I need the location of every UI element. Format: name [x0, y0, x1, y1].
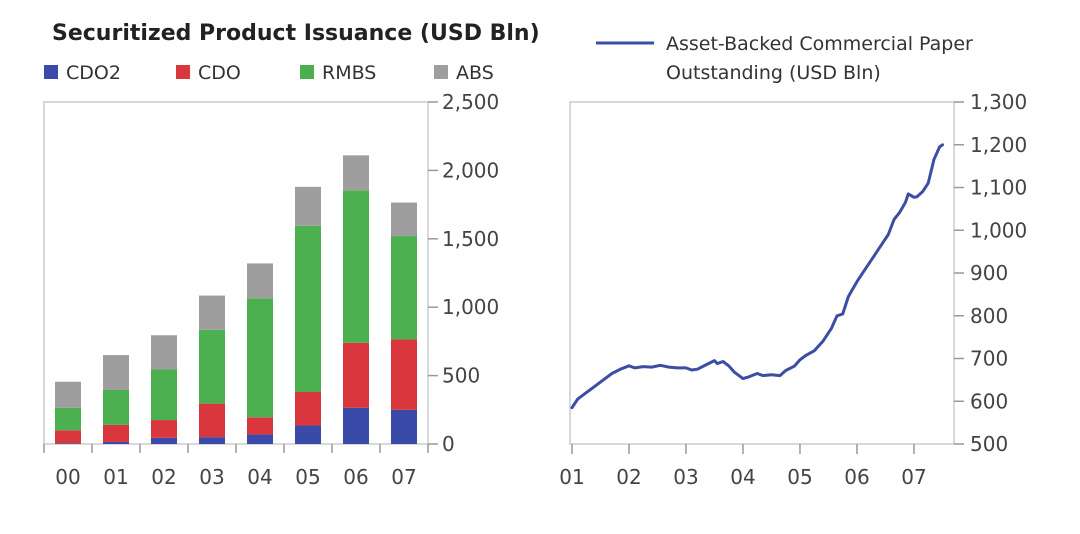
- right-y-tick-label: 1,000: [970, 218, 1027, 242]
- left-x-tick-label: 06: [343, 465, 368, 489]
- right-chart-legend: Asset-Backed Commercial Paper Outstanding…: [596, 33, 973, 84]
- legend-label-abs: ABS: [456, 62, 494, 84]
- bar-abs-05: [295, 186, 321, 226]
- bar-cdo-06: [343, 342, 369, 408]
- left-x-tick-label: 04: [247, 465, 272, 489]
- right-chart-line-area: [570, 143, 944, 410]
- bar-abs-01: [103, 355, 129, 390]
- bar-rmbs-04: [247, 298, 273, 418]
- right-y-tick-label: 1,200: [970, 133, 1027, 157]
- bar-abs-00: [55, 381, 81, 408]
- left-chart-title: Securitized Product Issuance (USD Bln): [52, 21, 540, 46]
- bar-cdo-04: [247, 417, 273, 435]
- left-y-tick-label: 1,500: [442, 227, 499, 251]
- left-x-tick-label: 02: [151, 465, 176, 489]
- bar-abs-07: [391, 202, 417, 237]
- legend-swatch-cdo2: [44, 65, 58, 79]
- line-series-abcp: [570, 143, 944, 410]
- right-x-tick-label: 01: [559, 465, 584, 489]
- left-x-tick-label: 03: [199, 465, 224, 489]
- right-x-tick-label: 07: [901, 465, 926, 489]
- bar-cdo2-04: [247, 434, 273, 444]
- bar-cdo2-06: [343, 407, 369, 444]
- bar-rmbs-01: [103, 389, 129, 425]
- left-chart-legend: CDO2 CDO RMBS ABS: [44, 62, 494, 84]
- left-x-tick-label: 05: [295, 465, 320, 489]
- legend-label-rmbs: RMBS: [322, 62, 376, 84]
- left-chart-plot-frame: [43, 101, 429, 445]
- bar-cdo2-03: [199, 437, 225, 444]
- right-chart-x-axis: 01 02 03 04 05 06 07: [559, 444, 927, 489]
- bar-rmbs-06: [343, 190, 369, 343]
- bar-cdo2-07: [391, 409, 417, 444]
- legend-label-line-1: Asset-Backed Commercial Paper: [666, 33, 973, 55]
- bar-cdo2-02: [151, 437, 177, 444]
- right-chart-plot-frame: [569, 101, 955, 445]
- bar-cdo-03: [199, 403, 225, 438]
- left-y-tick-label: 0: [442, 432, 455, 456]
- right-chart-y-axis: 500 600 700 800 900 1,000 1,100 1,200 1,300: [954, 90, 1027, 456]
- bar-cdo-07: [391, 339, 417, 410]
- bar-rmbs-02: [151, 369, 177, 421]
- left-x-tick-label: 01: [103, 465, 128, 489]
- bar-rmbs-05: [295, 225, 321, 393]
- bar-rmbs-07: [391, 236, 417, 340]
- right-y-tick-label: 800: [970, 304, 1008, 328]
- legend-label-cdo2: CDO2: [66, 62, 121, 84]
- right-x-tick-label: 03: [673, 465, 698, 489]
- left-chart-x-axis: 00 01 02 03 04 05 06 07: [43, 444, 429, 489]
- legend-label-cdo: CDO: [198, 62, 241, 84]
- bar-abs-06: [343, 155, 369, 191]
- right-x-tick-label: 06: [844, 465, 869, 489]
- right-y-tick-label: 700: [970, 347, 1008, 371]
- left-x-tick-label: 07: [391, 465, 416, 489]
- right-y-tick-label: 900: [970, 261, 1008, 285]
- bar-cdo2-00: [55, 443, 81, 444]
- left-y-tick-label: 1,000: [442, 295, 499, 319]
- bar-cdo2-01: [103, 441, 129, 444]
- bar-rmbs-00: [55, 407, 81, 431]
- left-chart-bars: [55, 155, 417, 444]
- right-y-tick-label: 600: [970, 389, 1008, 413]
- right-x-tick-label: 05: [787, 465, 812, 489]
- bar-abs-04: [247, 263, 273, 299]
- bar-cdo2-05: [295, 425, 321, 444]
- bar-cdo-05: [295, 392, 321, 426]
- bar-abs-03: [199, 295, 225, 330]
- legend-label-line-2: Outstanding (USD Bln): [666, 62, 881, 84]
- left-x-tick-label: 00: [55, 465, 80, 489]
- legend-swatch-cdo: [176, 65, 190, 79]
- legend-label-abcp: Asset-Backed Commercial Paper Outstanding…: [666, 33, 973, 84]
- right-y-tick-label: 1,100: [970, 176, 1027, 200]
- bar-cdo-02: [151, 420, 177, 438]
- left-y-tick-label: 500: [442, 364, 480, 388]
- left-y-tick-label: 2,500: [442, 90, 499, 114]
- left-y-tick-label: 2,000: [442, 158, 499, 182]
- legend-swatch-abs: [434, 65, 448, 79]
- right-x-tick-label: 04: [730, 465, 755, 489]
- bar-cdo-00: [55, 430, 81, 444]
- legend-swatch-rmbs: [300, 65, 314, 79]
- right-x-tick-label: 02: [616, 465, 641, 489]
- bar-rmbs-03: [199, 329, 225, 404]
- left-chart-y-axis: 0 500 1,000 1,500 2,000 2,500: [428, 90, 499, 456]
- bar-abs-02: [151, 335, 177, 370]
- right-y-tick-label: 1,300: [970, 90, 1027, 114]
- right-y-tick-label: 500: [970, 432, 1008, 456]
- bar-cdo-01: [103, 424, 129, 442]
